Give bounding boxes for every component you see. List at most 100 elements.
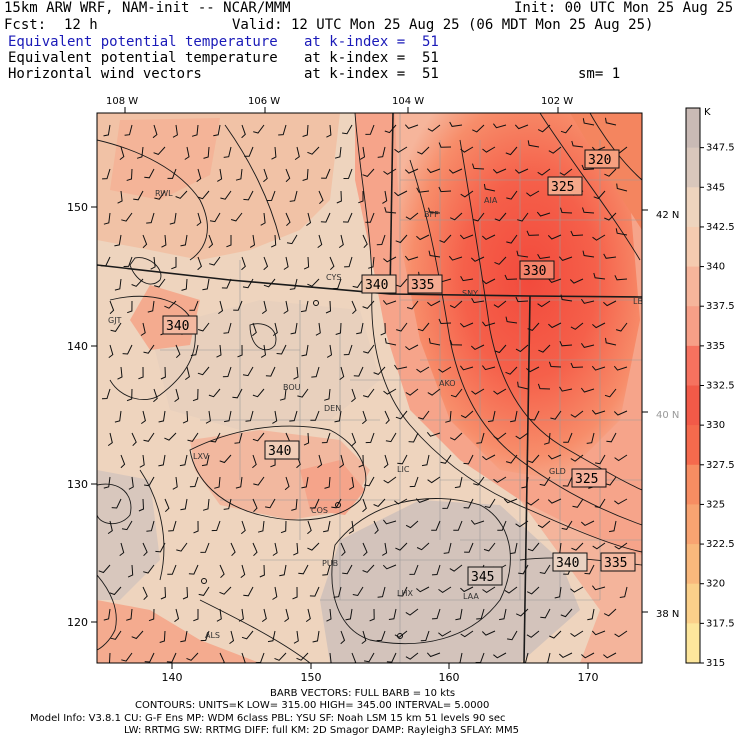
wind-barb [121, 652, 133, 662]
forecast-hour: 12 h [64, 17, 98, 33]
wind-barb [547, 234, 562, 240]
contour-label-340-central: 340 [264, 440, 300, 460]
wind-barb [395, 542, 408, 551]
wind-barb [558, 256, 573, 261]
wind-barb [303, 256, 310, 270]
wind-barb [537, 300, 551, 308]
wind-barb [294, 146, 300, 161]
wind-barb [547, 498, 562, 504]
wind-barb [343, 344, 353, 356]
wind-barb [440, 454, 452, 464]
wind-barb [110, 322, 122, 332]
wind-barb [605, 117, 617, 126]
wind-barb [448, 255, 463, 261]
wind-barb [428, 207, 441, 214]
wind-barb [438, 366, 452, 373]
station-markers [201, 300, 403, 639]
wind-barb [527, 140, 540, 148]
wind-barb [431, 564, 441, 576]
wind-barb [240, 564, 246, 578]
x-label-150: 150 [301, 671, 322, 684]
lat-label-38n: 38 N [656, 609, 679, 620]
wind-barb [325, 300, 332, 314]
wind-barb [253, 476, 265, 486]
wind-barb [150, 256, 156, 270]
wind-barb [193, 609, 199, 622]
wind-barb [164, 432, 177, 441]
wind-barb [385, 432, 397, 443]
wind-barb [276, 344, 287, 355]
wind-barb [548, 322, 562, 329]
lon-label-104w: 104 W [392, 96, 424, 107]
wind-barb [482, 586, 496, 594]
wind-barb [209, 212, 221, 223]
wind-barb [168, 520, 177, 532]
wind-barb [537, 383, 551, 390]
wind-barb [136, 146, 144, 159]
wind-barb [331, 498, 342, 509]
wind-barb [289, 190, 298, 202]
wind-barb [290, 322, 298, 335]
wind-barb [108, 344, 114, 358]
wind-barb [494, 344, 507, 354]
wind-barb [181, 278, 188, 291]
field-1-name: Equivalent potential temperature [8, 34, 278, 50]
wind-barb [109, 300, 115, 315]
wind-barb [272, 542, 278, 556]
station-gjt: GJT [108, 316, 122, 325]
wind-barb [369, 608, 375, 622]
wind-barb [334, 410, 342, 423]
colorbar-swatch [686, 147, 700, 188]
wind-barb [332, 278, 342, 290]
x-label-140: 140 [162, 671, 183, 684]
station-bff: BFF [424, 210, 439, 219]
wind-barb [285, 212, 291, 227]
wind-barb [449, 121, 463, 127]
wind-barb [499, 608, 507, 621]
wind-barb [505, 316, 518, 324]
contour-label-335-southeast: 335 [600, 552, 636, 572]
wind-barb [98, 564, 111, 574]
wind-barb [252, 498, 258, 513]
wind-barb [517, 212, 529, 222]
wind-barb [356, 322, 364, 335]
wind-barb [216, 344, 222, 358]
wind-barb [593, 190, 606, 200]
wind-barb [187, 432, 199, 442]
wind-barb [146, 212, 155, 224]
wind-barb [307, 146, 320, 155]
wind-barb [365, 124, 375, 135]
wind-barb [235, 168, 243, 181]
wind-barb [107, 520, 113, 535]
wind-barb [494, 256, 507, 265]
wind-barb [460, 630, 474, 638]
wind-barb [249, 234, 256, 248]
wind-barb [592, 585, 606, 591]
wind-barb [324, 476, 331, 489]
wind-barb [582, 118, 595, 126]
wind-barb [279, 388, 287, 401]
wind-barb [114, 278, 122, 291]
wind-barb [438, 586, 452, 594]
wind-barb [592, 234, 606, 241]
wind-barb [481, 630, 496, 636]
wind-barb [614, 498, 628, 505]
station-gld: GLD [549, 467, 566, 476]
colorbar-swatch [686, 385, 700, 426]
wind-barb [131, 630, 144, 640]
wind-barb [487, 410, 496, 423]
wind-barb [348, 520, 354, 534]
wind-barb [223, 498, 232, 510]
wind-barb [563, 432, 573, 443]
wind-barb [560, 608, 573, 618]
wind-barb [516, 250, 529, 258]
wind-barb [241, 124, 246, 139]
colorbar-label: 327.5 [706, 460, 735, 471]
wind-barb [570, 362, 584, 369]
wind-barb [142, 542, 148, 557]
station-bou: BOU [283, 383, 301, 392]
wind-barb [284, 608, 290, 623]
wind-barb [409, 476, 419, 488]
wind-barb [459, 322, 474, 328]
wind-barb [152, 124, 158, 139]
